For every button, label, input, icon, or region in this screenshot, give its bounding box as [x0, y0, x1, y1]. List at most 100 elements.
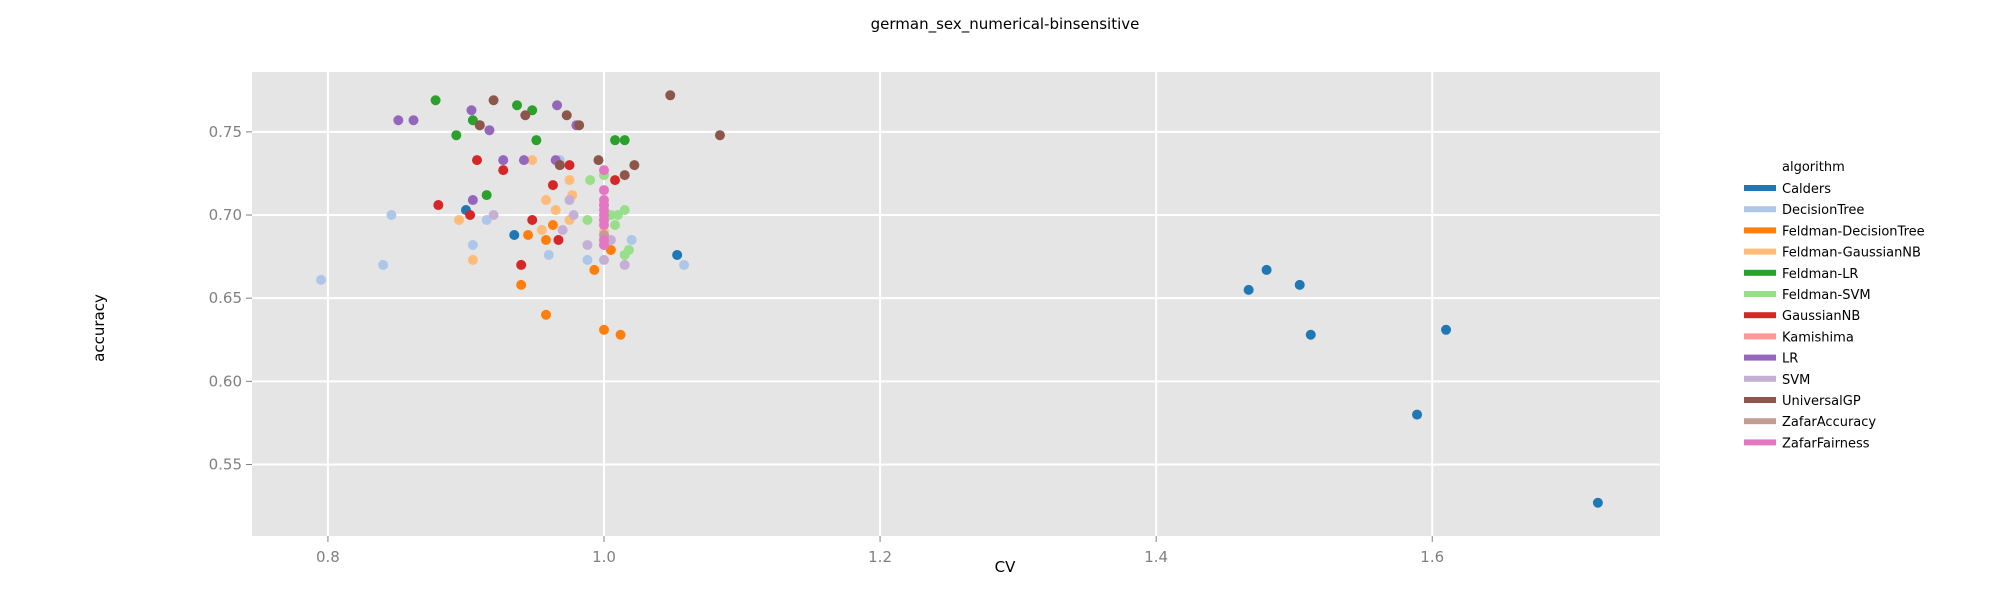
point-feldman-svm: [582, 215, 593, 226]
legend-label-zafarfairness: ZafarFairness: [1782, 436, 1870, 451]
point-lr: [467, 195, 478, 206]
point-svm: [557, 224, 568, 235]
point-decisiontree: [626, 234, 637, 245]
point-universalgp: [554, 160, 565, 171]
legend-swatch-feldman-gaussiannb: [1744, 248, 1776, 255]
point-feldman-decisiontree: [599, 324, 609, 335]
x-tick-label: 1.4: [1144, 548, 1168, 566]
legend-label-feldman-svm: Feldman-SVM: [1782, 288, 1871, 303]
point-universalgp: [665, 90, 676, 101]
point-decisiontree: [378, 259, 389, 270]
point-calders: [1412, 409, 1423, 420]
point-gaussiannb: [433, 200, 444, 211]
legend-label-feldman-lr: Feldman-LR: [1782, 267, 1858, 282]
point-universalgp: [520, 110, 531, 121]
point-decisiontree: [543, 249, 554, 260]
legend-swatch-gaussiannb: [1744, 312, 1776, 319]
point-feldman-svm: [585, 175, 596, 186]
point-gaussiannb: [465, 210, 476, 221]
legend-swatch-zafarfairness: [1744, 439, 1776, 446]
legend-label-svm: SVM: [1782, 373, 1810, 388]
y-axis-label: accuracy: [90, 294, 108, 362]
point-decisiontree: [582, 254, 593, 265]
point-feldman-decisiontree: [523, 229, 534, 240]
x-tick-label: 1.6: [1420, 548, 1444, 566]
point-feldman-svm: [623, 244, 634, 255]
legend-label-feldman-decisiontree: Feldman-DecisionTree: [1782, 224, 1925, 239]
point-lr: [498, 155, 509, 166]
legend-title: algorithm: [1782, 160, 1845, 175]
point-feldman-gaussiannb: [527, 155, 538, 166]
point-feldman-svm: [605, 210, 616, 221]
y-axis-ticks: 0.55 0.60 0.65 0.70 0.75: [209, 123, 252, 473]
y-tick-label: 0.70: [209, 206, 242, 224]
point-decisiontree: [386, 210, 397, 221]
point-feldman-gaussiannb: [467, 254, 478, 265]
point-lr: [484, 125, 495, 136]
point-universalgp: [488, 95, 499, 106]
point-gaussiannb: [498, 165, 509, 176]
point-universalgp: [474, 120, 485, 131]
point-universalgp: [714, 130, 725, 141]
point-zafarfairness: [599, 239, 609, 250]
legend-swatch-universalgp: [1744, 397, 1776, 403]
point-decisiontree: [316, 274, 327, 285]
legend-swatch-kamishima: [1744, 333, 1776, 340]
point-gaussiannb: [527, 215, 538, 226]
point-calders: [672, 249, 683, 260]
point-lr: [552, 100, 563, 111]
point-lr: [408, 115, 419, 126]
point-calders: [1261, 264, 1272, 275]
point-feldman-lr: [430, 95, 441, 106]
point-decisiontree: [481, 215, 492, 226]
point-calders: [1294, 279, 1305, 290]
point-feldman-decisiontree: [541, 234, 552, 245]
point-calders: [1243, 284, 1254, 295]
y-tick-label: 0.55: [209, 455, 242, 473]
legend-swatch-feldman-lr: [1744, 269, 1776, 276]
legend-swatch-decisiontree: [1744, 206, 1776, 213]
y-tick-label: 0.65: [209, 289, 242, 307]
legend-label-kamishima: Kamishima: [1782, 330, 1854, 345]
legend-swatch-feldman-decisiontree: [1744, 227, 1776, 234]
point-feldman-lr: [619, 135, 630, 146]
legend-label-gaussiannb: GaussianNB: [1782, 309, 1860, 324]
point-gaussiannb: [516, 259, 527, 270]
point-feldman-svm: [610, 220, 621, 231]
point-svm: [582, 239, 593, 250]
point-feldman-lr: [467, 115, 478, 126]
grid: [252, 72, 1660, 536]
point-zafarfairness: [599, 220, 609, 231]
legend-label-feldman-gaussiannb: Feldman-GaussianNB: [1782, 246, 1921, 261]
point-gaussiannb: [564, 160, 575, 171]
point-svm: [564, 195, 575, 206]
point-feldman-gaussiannb: [564, 175, 575, 186]
point-lr: [466, 105, 477, 116]
legend-swatch-feldman-svm: [1744, 291, 1776, 297]
point-feldman-gaussiannb: [550, 205, 561, 216]
point-decisiontree: [679, 259, 690, 270]
point-svm: [605, 234, 616, 245]
point-calders: [1305, 329, 1316, 340]
point-feldman-decisiontree: [605, 244, 616, 255]
x-tick-label: 1.0: [592, 548, 616, 566]
point-feldman-lr: [610, 135, 621, 146]
point-svm: [599, 254, 609, 265]
point-feldman-decisiontree: [547, 220, 558, 231]
point-feldman-svm: [612, 210, 623, 221]
point-feldman-gaussiannb: [536, 224, 547, 235]
point-gaussiannb: [472, 155, 483, 166]
point-feldman-decisiontree: [589, 264, 600, 275]
point-lr: [518, 155, 529, 166]
y-tick-label: 0.60: [209, 372, 242, 390]
point-svm: [568, 210, 579, 221]
point-feldman-decisiontree: [615, 329, 626, 340]
point-svm: [488, 210, 499, 221]
point-feldman-svm: [619, 205, 630, 216]
y-tick-label: 0.75: [209, 123, 242, 141]
legend-label-zafaraccuracy: ZafarAccuracy: [1782, 415, 1876, 430]
legend-swatch-zafaraccuracy: [1744, 418, 1776, 425]
point-decisiontree: [467, 239, 478, 250]
legend-swatch-lr: [1744, 354, 1776, 361]
